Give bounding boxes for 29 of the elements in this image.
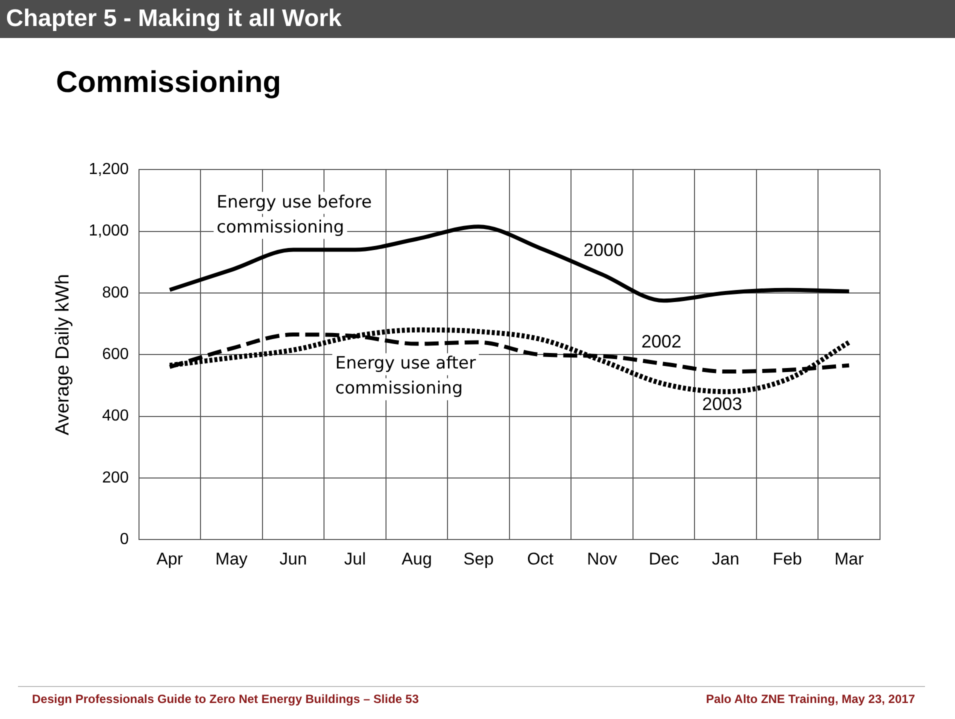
y-tick-label: 200 <box>102 469 129 486</box>
x-tick-label: Jun <box>280 549 307 568</box>
x-tick-label: Sep <box>463 549 494 568</box>
text: Design Professionals Guide to Zero Net Energy Buildings – Slide 53 <box>32 692 419 706</box>
y-tick-label: 0 <box>120 531 129 548</box>
x-tick-label: Dec <box>648 549 680 568</box>
chart-subtitle: Commissioning <box>56 66 282 100</box>
x-tick-label: Jul <box>344 549 366 568</box>
x-tick-label: Aug <box>402 549 432 568</box>
x-tick-label: Nov <box>586 549 618 568</box>
y-tick-label: 600 <box>102 346 129 364</box>
y-tick-label: 1,200 <box>88 161 129 178</box>
chart-title: Chapter 5 - Making it all Work <box>0 0 955 38</box>
y-tick-label: 800 <box>102 284 129 302</box>
x-tick-label: Oct <box>527 549 554 568</box>
x-tick-label: May <box>215 549 248 568</box>
series-label: 2003 <box>702 394 742 414</box>
annotation: Energy use before commissioning <box>216 192 372 238</box>
x-tick-label: Apr <box>156 549 184 568</box>
series-label: 2000 <box>584 240 624 260</box>
series-label: 2002 <box>641 331 682 352</box>
y-axis-title: Average Daily kWh <box>52 274 74 436</box>
x-tick-label: Jan <box>712 549 740 568</box>
x-tick-label: Mar <box>834 549 864 568</box>
text: Palo Alto ZNE Training, May 23, 2017 <box>706 692 915 706</box>
annotation: Energy use after commissioning <box>335 354 476 399</box>
y-tick-label: 400 <box>102 408 129 425</box>
y-tick-label: 1,000 <box>88 222 129 240</box>
x-tick-label: Feb <box>772 549 802 568</box>
